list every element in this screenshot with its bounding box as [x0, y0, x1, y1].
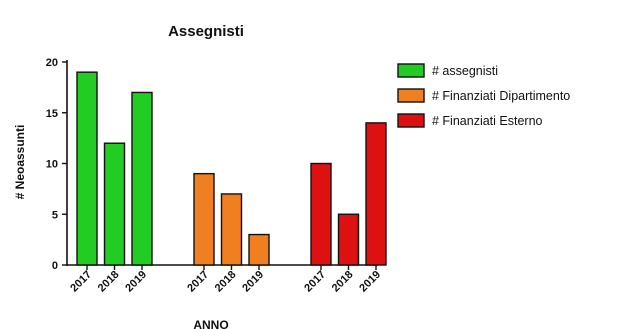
x-tick-label: 2017 [185, 269, 211, 295]
x-tick-label: 2019 [123, 269, 149, 295]
x-tick-label: 2017 [68, 269, 94, 295]
bar-1-2017 [76, 71, 98, 266]
bar-3-2018 [337, 213, 360, 266]
x-tick-label: 2017 [302, 269, 328, 295]
y-tick-label: 20 [46, 57, 58, 69]
bar-1-2018 [103, 142, 126, 266]
legend-label-2: # Finanziati Dipartimento [432, 89, 570, 103]
bar-3-2019 [365, 122, 387, 266]
bar-2-2017 [193, 172, 215, 266]
x-tick-label: 2019 [357, 269, 383, 295]
x-tick-labels: 2017 2018 2019 2017 2018 2019 2017 2018 2019 [68, 265, 383, 294]
legend-swatch-2 [397, 88, 425, 103]
bar-1-2019 [131, 91, 153, 266]
legend-swatch-3 [397, 113, 425, 128]
y-tick-label: 15 [46, 108, 58, 120]
legend-swatch-1 [397, 63, 425, 78]
x-tick-label: 2018 [213, 269, 239, 295]
bar-2-2019 [248, 233, 270, 266]
chart-title: Assegnisti [168, 23, 244, 40]
x-tick-label: 2018 [330, 269, 356, 295]
x-tick-label: 2018 [96, 269, 122, 295]
x-tick-label: 2019 [240, 269, 266, 295]
bar-3-2017 [310, 162, 332, 266]
legend-label-3: # Finanziati Esterno [432, 114, 543, 128]
y-axis-label: # Neoassunti [13, 125, 27, 200]
bar-2-2018 [220, 193, 243, 266]
x-axis-label: ANNO [193, 318, 228, 329]
y-tick-label: 5 [52, 209, 58, 221]
legend-label-1: # assegnisti [432, 64, 498, 78]
bars [76, 71, 387, 266]
y-tick-label: 0 [52, 260, 58, 272]
y-tick-label: 10 [46, 159, 58, 171]
legend: # assegnisti # Finanziati Dipartimento # F… [397, 63, 570, 128]
